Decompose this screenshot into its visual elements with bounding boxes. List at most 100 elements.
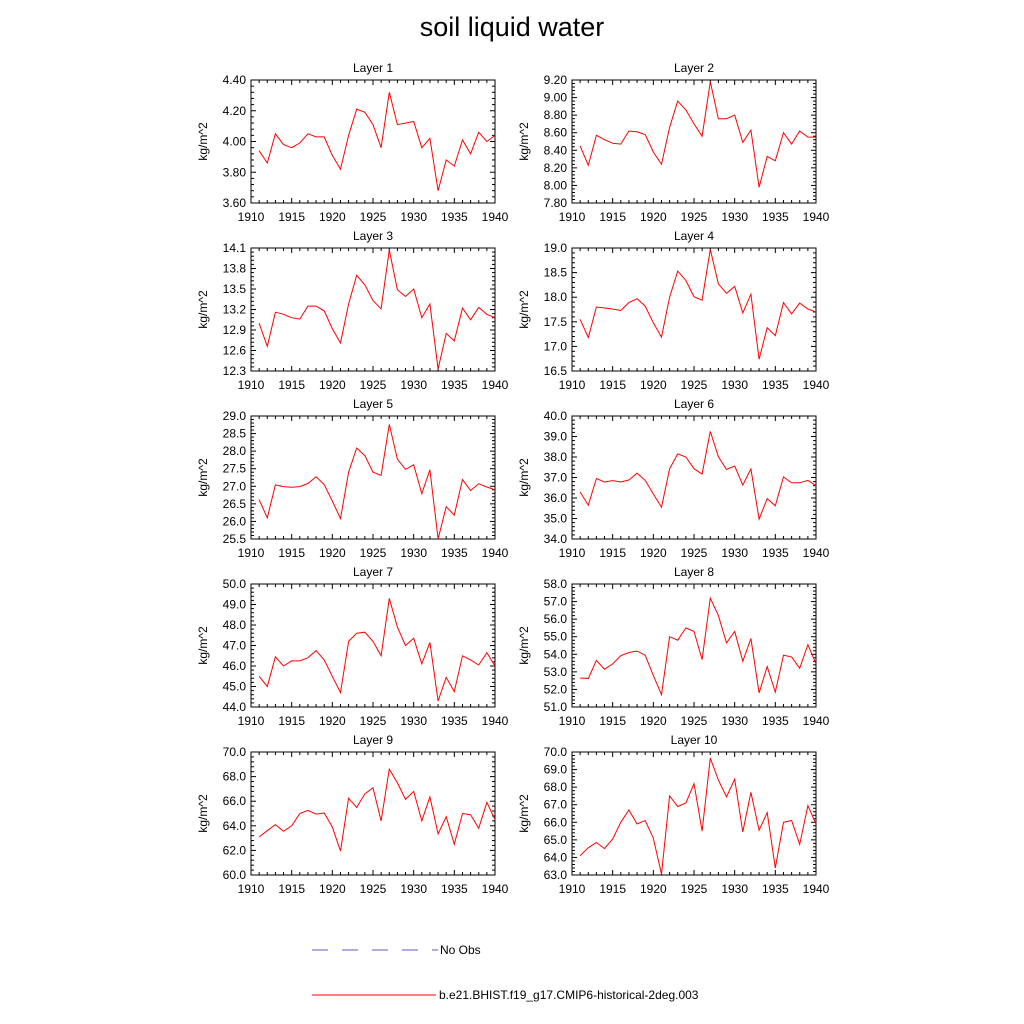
y-tick-label: 9.20	[544, 73, 568, 87]
y-tick-label: 63.0	[544, 868, 568, 882]
y-tick-label: 28.5	[223, 427, 247, 441]
series-line	[258, 424, 496, 540]
y-tick-label: 64.0	[544, 850, 568, 864]
y-tick-label: 3.60	[223, 196, 247, 210]
x-tick-label: 1925	[360, 546, 387, 560]
panel-layer-6: Layer 6 kg/m^2 1910 1915 1920 1925 1930 1935 194…	[517, 397, 830, 560]
y-axis-label: kg/m^2	[196, 626, 210, 665]
y-tick-label: 7.80	[544, 196, 568, 210]
x-tick-label: 1920	[640, 882, 667, 896]
legend	[312, 949, 438, 996]
x-tick-label: 1920	[640, 546, 667, 560]
y-axis-label: kg/m^2	[517, 626, 531, 665]
x-tick-label: 1915	[599, 546, 626, 560]
y-tick-label: 64.0	[223, 819, 247, 833]
x-tick-label: 1925	[681, 378, 708, 392]
panel-title: Layer 10	[671, 733, 718, 747]
x-tick-label: 1930	[721, 210, 748, 224]
series-line	[579, 249, 817, 360]
x-tick-label: 1910	[559, 546, 586, 560]
y-tick-label: 28.0	[223, 444, 247, 458]
y-tick-label: 54.0	[544, 647, 568, 661]
panel-title: Layer 2	[674, 61, 714, 75]
y-tick-label: 8.80	[544, 108, 568, 122]
y-tick-label: 40.0	[544, 409, 568, 423]
y-tick-label: 9.00	[544, 91, 568, 105]
x-tick-label: 1915	[278, 546, 305, 560]
panel-title: Layer 8	[674, 565, 714, 579]
x-tick-label: 1935	[762, 546, 789, 560]
x-tick-label: 1935	[762, 714, 789, 728]
y-tick-label: 50.0	[223, 577, 247, 591]
y-tick-label: 18.0	[544, 290, 568, 304]
y-tick-label: 8.20	[544, 161, 568, 175]
panel-layer-2: Layer 2 kg/m^2 1910 1915 1920 1925 1930 1935 194…	[517, 61, 830, 224]
y-tick-label: 4.40	[223, 73, 247, 87]
x-tick-label: 1910	[559, 210, 586, 224]
chart-title: soil liquid water	[419, 12, 605, 42]
x-tick-label: 1930	[400, 882, 427, 896]
y-tick-label: 26.0	[223, 514, 247, 528]
y-tick-label: 67.0	[544, 798, 568, 812]
panel-layer-8: Layer 8 kg/m^2 1910 1915 1920 1925 1930 1935 194…	[517, 565, 830, 728]
panel-layer-5: Layer 5 kg/m^2 1910 1915 1920 1925 1930 1935 194…	[196, 397, 509, 560]
x-tick-label: 1940	[482, 546, 509, 560]
x-tick-label: 1940	[803, 210, 830, 224]
plot-frame	[250, 415, 496, 540]
y-tick-label: 14.1	[223, 241, 247, 255]
y-tick-label: 39.0	[544, 430, 568, 444]
panel-title: Layer 4	[674, 229, 714, 243]
y-tick-label: 68.0	[223, 770, 247, 784]
y-tick-label: 34.0	[544, 532, 568, 546]
x-tick-label: 1920	[319, 210, 346, 224]
x-tick-label: 1915	[599, 882, 626, 896]
x-tick-label: 1925	[681, 714, 708, 728]
series-line	[258, 767, 496, 852]
x-tick-label: 1940	[482, 714, 509, 728]
x-tick-label: 1930	[400, 210, 427, 224]
y-axis-label: kg/m^2	[196, 122, 210, 161]
y-tick-label: 27.5	[223, 462, 247, 476]
series-line	[579, 757, 817, 875]
x-tick-label: 1925	[360, 714, 387, 728]
x-tick-label: 1930	[400, 714, 427, 728]
y-tick-label: 3.80	[223, 165, 247, 179]
y-axis-label: kg/m^2	[517, 458, 531, 497]
panel-title: Layer 1	[353, 61, 393, 75]
panel-title: Layer 6	[674, 397, 714, 411]
x-tick-label: 1910	[238, 378, 265, 392]
x-tick-label: 1915	[599, 378, 626, 392]
panel-title: Layer 9	[353, 733, 393, 747]
y-tick-label: 68.0	[544, 780, 568, 794]
y-tick-label: 56.0	[544, 612, 568, 626]
x-tick-label: 1915	[278, 714, 305, 728]
y-tick-label: 12.9	[223, 323, 247, 337]
y-tick-label: 52.0	[544, 682, 568, 696]
series-line	[258, 92, 496, 191]
y-tick-label: 26.5	[223, 497, 247, 511]
x-tick-label: 1920	[640, 210, 667, 224]
panel-layer-1: Layer 1 kg/m^2 1910 1915 1920 1925 1930 1935 194…	[196, 61, 509, 224]
y-tick-label: 58.0	[544, 577, 568, 591]
plot-frame	[571, 583, 817, 708]
x-tick-label: 1935	[441, 714, 468, 728]
x-tick-label: 1930	[400, 378, 427, 392]
y-axis-label: kg/m^2	[196, 458, 210, 497]
x-tick-label: 1920	[319, 378, 346, 392]
series-line	[580, 596, 817, 697]
x-tick-label: 1925	[360, 210, 387, 224]
y-tick-label: 53.0	[544, 665, 568, 679]
x-tick-label: 1915	[599, 714, 626, 728]
y-tick-label: 13.5	[223, 282, 247, 296]
series-line	[579, 81, 816, 188]
y-axis-label: kg/m^2	[517, 122, 531, 161]
legend-model-label: b.e21.BHIST.f19_g17.CMIP6-historical-2de…	[439, 988, 699, 1002]
legend-obs-label: No Obs	[440, 943, 481, 957]
y-tick-label: 51.0	[544, 700, 568, 714]
x-tick-label: 1915	[278, 378, 305, 392]
x-tick-label: 1920	[640, 714, 667, 728]
x-tick-label: 1910	[559, 714, 586, 728]
y-tick-label: 69.0	[544, 763, 568, 777]
y-tick-label: 38.0	[544, 450, 568, 464]
y-tick-label: 60.0	[223, 868, 247, 882]
